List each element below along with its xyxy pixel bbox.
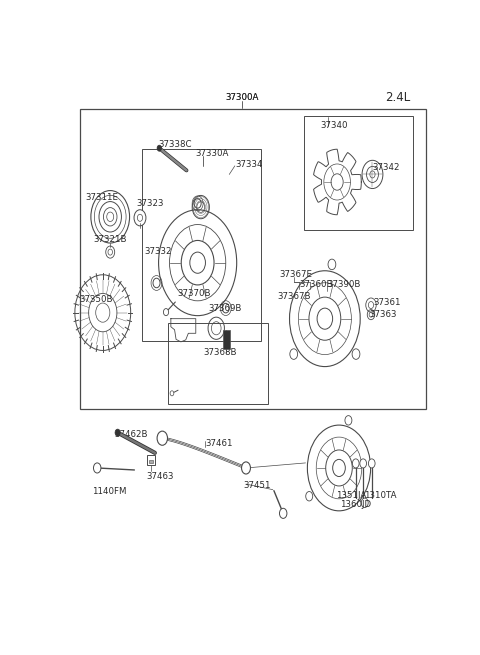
Circle shape <box>290 349 298 360</box>
Text: 37332: 37332 <box>145 247 172 256</box>
Text: 1351JA: 1351JA <box>336 491 366 500</box>
Text: 37451: 37451 <box>243 481 271 490</box>
Text: 2.4L: 2.4L <box>385 91 411 104</box>
Circle shape <box>157 145 162 151</box>
Text: 37368B: 37368B <box>203 348 237 357</box>
Text: 37463: 37463 <box>146 472 174 481</box>
Bar <box>142 149 261 341</box>
Bar <box>81 109 426 409</box>
Circle shape <box>106 246 115 258</box>
Text: 1140FM: 1140FM <box>92 487 127 496</box>
Text: 37300A: 37300A <box>226 93 259 102</box>
Circle shape <box>157 431 168 445</box>
Text: 37323: 37323 <box>136 198 164 208</box>
Text: 37311E: 37311E <box>85 193 118 202</box>
Circle shape <box>352 459 359 468</box>
Text: 37342: 37342 <box>372 163 400 172</box>
Circle shape <box>222 303 229 313</box>
Text: 37369B: 37369B <box>209 303 242 312</box>
Bar <box>223 330 229 349</box>
Circle shape <box>241 462 251 474</box>
Text: 37361: 37361 <box>373 298 401 307</box>
Circle shape <box>153 278 160 288</box>
Text: 1360JD: 1360JD <box>340 500 372 510</box>
Circle shape <box>134 210 146 226</box>
Bar <box>304 117 413 230</box>
Text: 37370B: 37370B <box>177 290 211 299</box>
Circle shape <box>170 391 174 396</box>
Circle shape <box>115 429 120 436</box>
Text: 37334: 37334 <box>236 160 263 169</box>
Text: 37461: 37461 <box>205 440 233 448</box>
Bar <box>149 460 154 464</box>
Bar <box>168 323 268 404</box>
Circle shape <box>345 416 352 425</box>
Circle shape <box>306 491 312 501</box>
Text: 37367E: 37367E <box>279 270 312 279</box>
Circle shape <box>352 349 360 360</box>
Text: 37321B: 37321B <box>94 236 127 244</box>
Circle shape <box>328 259 336 270</box>
Circle shape <box>94 463 101 473</box>
Text: 37367B: 37367B <box>277 292 311 301</box>
Text: 37330A: 37330A <box>196 149 229 158</box>
Circle shape <box>360 459 367 468</box>
Text: 37338C: 37338C <box>158 140 192 149</box>
Circle shape <box>194 198 201 208</box>
Text: 1310TA: 1310TA <box>364 491 397 500</box>
Text: 37340: 37340 <box>321 121 348 130</box>
Text: 37363: 37363 <box>370 310 397 318</box>
Text: 37360B: 37360B <box>299 280 333 289</box>
Text: 37350B: 37350B <box>79 295 113 303</box>
Bar <box>147 455 155 465</box>
Circle shape <box>163 309 168 316</box>
Circle shape <box>361 498 368 508</box>
Circle shape <box>279 508 287 518</box>
Text: 37462B: 37462B <box>114 430 147 439</box>
Text: 37390B: 37390B <box>327 280 360 289</box>
Circle shape <box>368 459 375 468</box>
Text: 37300A: 37300A <box>226 93 259 102</box>
